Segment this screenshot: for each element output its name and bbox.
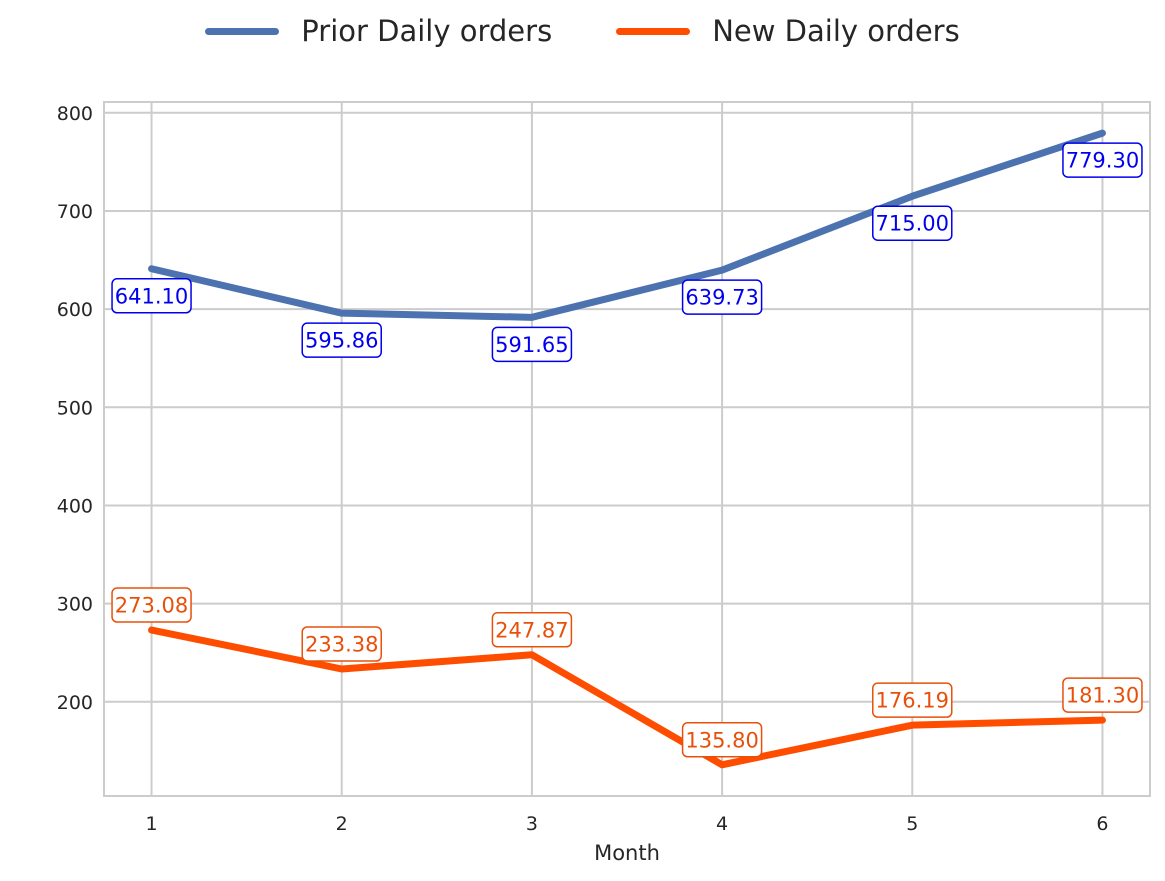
grid — [104, 102, 1150, 796]
data-label-box — [872, 205, 953, 241]
y-tick-label: 400 — [57, 495, 93, 517]
data-label-text: 181.30 — [1066, 684, 1139, 708]
chart-legend: Prior Daily orders New Daily orders — [0, 14, 1165, 48]
data-label: 135.80 — [681, 722, 763, 758]
data-label: 233.38 — [301, 626, 382, 662]
y-tick-label: 500 — [57, 397, 93, 419]
series-lines — [148, 129, 1106, 769]
data-labels: 641.10 595.86 591.65 639.73 715.00 779.30 273.… — [111, 142, 1143, 758]
legend-label-prior: Prior Daily orders — [301, 14, 553, 48]
data-label-box — [301, 322, 382, 358]
legend-item-prior: Prior Daily orders — [205, 14, 552, 48]
data-label-box — [1062, 142, 1143, 178]
data-label: 639.73 — [681, 279, 763, 315]
y-tick-label: 300 — [57, 594, 93, 616]
data-label: 715.00 — [872, 205, 953, 241]
x-axis: 1 2 3 4 5 6 — [145, 813, 1108, 835]
y-tick-label: 200 — [57, 692, 93, 714]
data-label-text: 779.30 — [1066, 149, 1139, 173]
data-label-text: 715.00 — [876, 212, 949, 236]
data-label-text: 591.65 — [495, 333, 568, 357]
data-label-box — [491, 612, 573, 648]
legend-swatch-prior — [205, 27, 280, 35]
data-label-text: 639.73 — [685, 286, 758, 310]
data-label-box — [301, 626, 382, 662]
data-label-box — [681, 279, 763, 315]
data-label-text: 135.80 — [685, 728, 758, 752]
x-tick-label: 3 — [526, 813, 538, 835]
data-label-box — [111, 278, 192, 314]
plot-area-frame — [103, 101, 1151, 797]
data-label-box — [111, 587, 192, 623]
y-tick-label: 800 — [57, 103, 93, 125]
y-tick-label: 600 — [57, 299, 93, 321]
data-label-text: 273.08 — [115, 594, 188, 618]
legend-item-new: New Daily orders — [616, 14, 960, 48]
x-tick-label: 1 — [145, 813, 157, 835]
data-label: 181.30 — [1062, 677, 1143, 713]
y-tick-label: 700 — [57, 201, 93, 223]
data-label-text: 176.19 — [876, 689, 949, 713]
data-label-box — [1062, 677, 1143, 713]
series-line-prior — [148, 129, 1106, 321]
legend-label-new: New Daily orders — [712, 14, 960, 48]
x-tick-label: 5 — [906, 813, 918, 835]
y-axis: 200 300 400 500 600 700 800 — [57, 103, 93, 714]
data-label: 641.10 — [111, 278, 192, 314]
data-label-text: 595.86 — [305, 329, 378, 353]
data-label: 779.30 — [1062, 142, 1143, 178]
data-label-box — [491, 326, 573, 363]
series-line-new — [148, 626, 1106, 769]
x-tick-label: 4 — [716, 813, 728, 835]
legend-swatch-new — [616, 27, 691, 35]
data-label-box — [681, 722, 763, 758]
data-label: 591.65 — [491, 326, 573, 363]
data-label: 176.19 — [872, 682, 953, 718]
x-tick-label: 6 — [1096, 813, 1108, 835]
data-label: 247.87 — [491, 612, 573, 648]
data-label-box — [872, 682, 953, 718]
x-tick-label: 2 — [336, 813, 348, 835]
data-label: 273.08 — [111, 587, 192, 623]
data-label-text: 641.10 — [115, 284, 188, 308]
data-label: 595.86 — [301, 322, 382, 358]
x-axis-title: Month — [594, 841, 660, 865]
data-label-text: 233.38 — [305, 632, 378, 656]
data-label-text: 247.87 — [495, 618, 568, 642]
